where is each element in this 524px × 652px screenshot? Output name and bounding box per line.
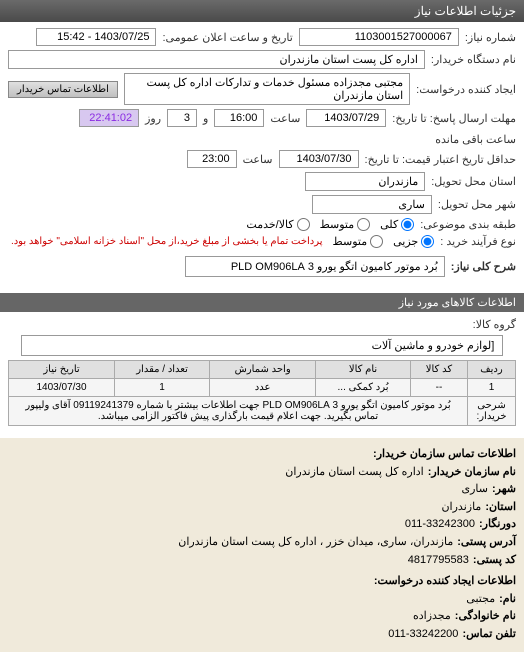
remaining-label: ساعت باقی مانده (435, 133, 516, 146)
cell-idx: 1 (468, 379, 516, 397)
process-note: پرداخت تمام یا بخشی از مبلغ خرید،از محل … (11, 236, 323, 247)
desc-label-cell: شرحی خریدار: (468, 397, 516, 426)
time-remaining: 22:41:02 (79, 109, 139, 127)
creator-field: مجتبی مجدزاده مسئول خدمات و تدارکات ادار… (124, 73, 410, 105)
buyer-name-label: نام دستگاه خریدار: (431, 53, 516, 66)
category-label: گروه کالا: (473, 318, 516, 331)
time-label-1: ساعت (270, 112, 300, 125)
items-table: ردیف کد کالا نام کالا واحد شمارش تعداد /… (8, 360, 516, 426)
radio-p1-label: جزیی (393, 235, 418, 248)
city-label: شهر: (492, 481, 516, 499)
table-desc-row: شرحی خریدار: بُرد موتور کامیون اتگو یورو… (9, 397, 516, 426)
name-value: مجتبی (466, 591, 495, 609)
price-validity-label: حداقل تاریخ اعتبار قیمت: تا تاریخ: (365, 153, 516, 166)
table-header-row: ردیف کد کالا نام کالا واحد شمارش تعداد /… (9, 361, 516, 379)
col-code: کد کالا (410, 361, 467, 379)
col-name: نام کالا (316, 361, 411, 379)
panel-header: جزئیات اطلاعات نیاز (0, 0, 524, 22)
main-desc-field: بُرد موتور کامیون اتگو یورو 3 PLD OM906L… (185, 256, 445, 277)
req-number-label: شماره نیاز: (465, 31, 516, 44)
items-section: گروه کالا: [لوازم خودرو و ماشین آلات ردی… (0, 312, 524, 432)
tel-value: 011-33242200 (388, 626, 458, 644)
reply-deadline-time: 16:00 (214, 109, 264, 127)
main-desc-label: شرح کلی نیاز: (451, 260, 516, 273)
fax-label: دورنگار: (479, 516, 516, 534)
creator-label: ایجاد کننده درخواست: (416, 83, 516, 96)
delivery-city-field: ساری (312, 195, 432, 214)
delivery-province-label: استان محل تحویل: (431, 175, 516, 188)
col-date: تاریخ نیاز (9, 361, 115, 379)
radio-part-label: کالا/خدمت (246, 218, 293, 231)
col-qty: تعداد / مقدار (115, 361, 210, 379)
public-datetime-field: 1403/07/25 - 15:42 (36, 28, 156, 46)
cell-date: 1403/07/30 (9, 379, 115, 397)
city-value: ساری (461, 481, 488, 499)
price-validity-date: 1403/07/30 (279, 150, 359, 168)
col-idx: ردیف (468, 361, 516, 379)
req-number-field: 1103001527000067 (299, 28, 459, 46)
process-opt-2[interactable]: متوسط (333, 235, 384, 248)
radio-p2[interactable] (370, 235, 383, 248)
price-validity-time: 23:00 (187, 150, 237, 168)
budget-radio-group: کلی متوسط کالا/خدمت (246, 218, 414, 231)
desc-cell: بُرد موتور کامیون اتگو یورو 3 PLD OM906L… (9, 397, 468, 426)
tel-label: تلفن تماس: (462, 626, 516, 644)
days-remaining: 3 (167, 109, 197, 127)
radio-all-label: کلی (380, 218, 398, 231)
buyer-contact-button[interactable]: اطلاعات تماس خریدار (8, 81, 118, 98)
delivery-city-label: شهر محل تحویل: (438, 198, 516, 211)
process-opt-1[interactable]: جزیی (393, 235, 434, 248)
category-field: [لوازم خودرو و ماشین آلات (21, 335, 504, 356)
radio-part[interactable] (297, 218, 310, 231)
process-label: نوع فرآیند خرید : (440, 235, 516, 248)
contact-block: اطلاعات تماس سازمان خریدار: نام سازمان خ… (0, 438, 524, 652)
name-label: نام: (499, 591, 516, 609)
contact-title: اطلاعات تماس سازمان خریدار: (8, 446, 516, 464)
addr-value: مازندران، ساری، میدان خزر ، اداره کل پست… (178, 534, 453, 552)
zip-value: 4817795583 (408, 552, 469, 570)
items-header: اطلاعات کالاهای مورد نیاز (0, 293, 524, 312)
day-label: روز (145, 112, 161, 125)
form-section: شماره نیاز: 1103001527000067 تاریخ و ساع… (0, 22, 524, 287)
prov-label: استان: (485, 499, 516, 517)
reply-deadline-label: مهلت ارسال پاسخ: تا تاریخ: (392, 112, 516, 125)
table-row: 1 -- بُرد کمکی ... عدد 1 1403/07/30 (9, 379, 516, 397)
radio-p1[interactable] (421, 235, 434, 248)
lname-value: مجدزاده (413, 608, 451, 626)
radio-mid[interactable] (357, 218, 370, 231)
col-unit: واحد شمارش (210, 361, 316, 379)
fax-value: 011-33242300 (405, 516, 475, 534)
cell-qty: 1 (115, 379, 210, 397)
org-label: نام سازمان خریدار: (428, 464, 516, 482)
cell-unit: عدد (210, 379, 316, 397)
budget-opt-all[interactable]: کلی (380, 218, 414, 231)
public-datetime-label: تاریخ و ساعت اعلان عمومی: (162, 31, 292, 44)
radio-all[interactable] (401, 218, 414, 231)
delivery-province-field: مازندران (305, 172, 425, 191)
budget-label: طبقه بندی موضوعی: (420, 218, 516, 231)
time-label-2: ساعت (243, 153, 273, 166)
and-label: و (203, 112, 208, 125)
lname-label: نام خانوادگی: (455, 608, 516, 626)
cell-code: -- (410, 379, 467, 397)
prov-value: مازندران (441, 499, 481, 517)
buyer-name-field: اداره کل پست استان مازندران (8, 50, 425, 69)
process-radio-group: جزیی متوسط (333, 235, 435, 248)
zip-label: کد پستی: (473, 552, 516, 570)
reply-deadline-date: 1403/07/29 (306, 109, 386, 127)
radio-p2-label: متوسط (333, 235, 368, 248)
cell-name: بُرد کمکی ... (316, 379, 411, 397)
budget-opt-mid[interactable]: متوسط (320, 218, 371, 231)
budget-opt-part[interactable]: کالا/خدمت (246, 218, 309, 231)
org-value: اداره کل پست استان مازندران (285, 464, 423, 482)
addr-label: آدرس پستی: (457, 534, 516, 552)
radio-mid-label: متوسط (320, 218, 355, 231)
